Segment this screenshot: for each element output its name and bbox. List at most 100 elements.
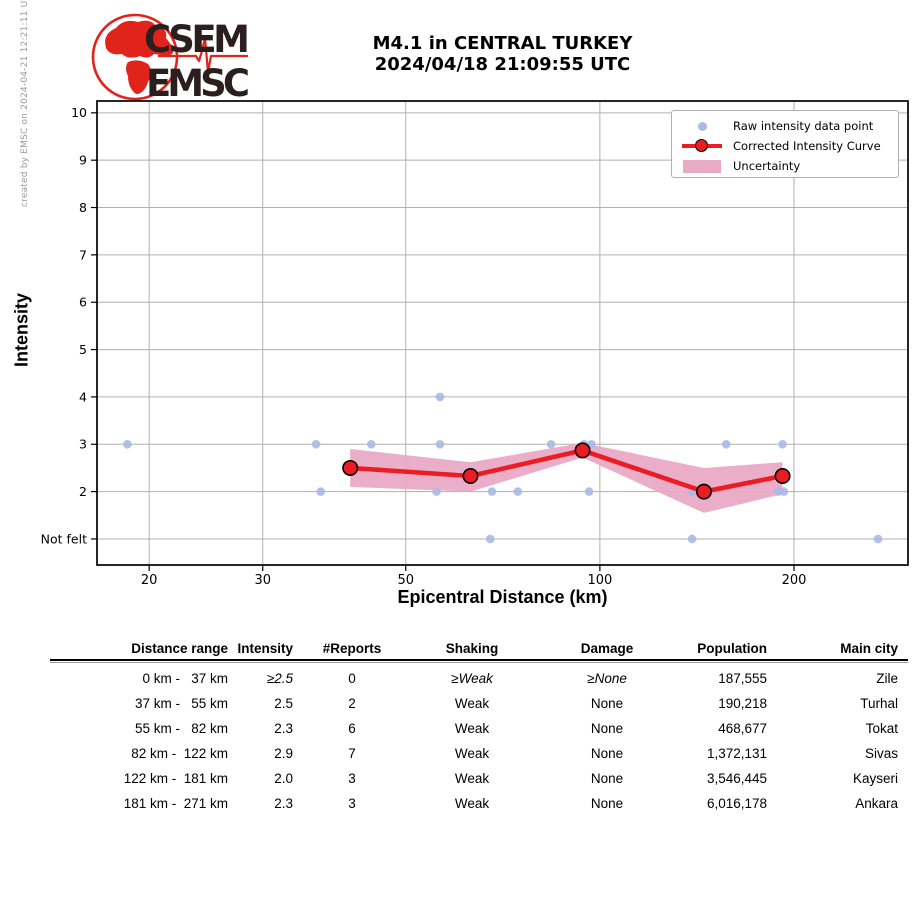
raw-data-point xyxy=(687,534,697,544)
table-cell: Weak xyxy=(454,771,490,786)
y-tick-label: Not felt xyxy=(41,531,87,546)
logo-continent-eurasia-icon xyxy=(105,20,174,58)
table-cell: 55 km - 82 km xyxy=(134,721,228,736)
x-tick-label: 200 xyxy=(782,573,807,588)
raw-data-point xyxy=(311,439,321,449)
raw-data-point xyxy=(513,487,523,496)
raw-data-point xyxy=(316,487,325,496)
table-cell: 2.5 xyxy=(274,696,293,711)
table-cell: 187,555 xyxy=(718,671,767,686)
table-cell: Turhal xyxy=(860,696,898,711)
table-cell: 190,218 xyxy=(718,696,767,711)
table-cell: 2 xyxy=(348,696,356,711)
table-cell: 6,016,178 xyxy=(706,796,767,811)
table-cell: 2.9 xyxy=(274,746,293,761)
x-tick-label: 50 xyxy=(398,573,415,588)
table-cell: None xyxy=(590,696,624,711)
legend-label-raw: Raw intensity data point xyxy=(733,119,874,133)
page-title: M4.1 in CENTRAL TURKEY 2024/04/18 21:09:… xyxy=(97,33,908,75)
title-event: M4.1 in CENTRAL TURKEY xyxy=(372,33,633,54)
column-header: Shaking xyxy=(445,641,499,656)
raw-data-point xyxy=(584,487,594,496)
raw-data-point xyxy=(873,534,883,544)
table-row: 181 km - 271 km 2.3 3 Weak None 6,016,178 Anka… xyxy=(50,791,908,816)
table-cell: 37 km - 55 km xyxy=(134,696,228,711)
raw-data-point xyxy=(123,439,132,449)
column-header: Population xyxy=(697,641,767,656)
table-cell: Weak xyxy=(454,746,490,761)
logo-csem-text: CSEM xyxy=(144,18,250,61)
column-header: Distance range xyxy=(131,641,228,656)
table-row: 122 km - 181 km 2.0 3 Weak None 3,546,445 Kays… xyxy=(50,766,908,791)
plot-border xyxy=(96,100,909,566)
table-cell: Ankara xyxy=(855,796,898,811)
legend-row-curve: Corrected Intensity Curve xyxy=(679,136,898,156)
table-row: 82 km - 122 km 2.9 7 Weak None 1,372,131 Sivas xyxy=(50,741,908,766)
raw-data-point xyxy=(721,439,731,449)
table-cell: None xyxy=(590,796,624,811)
raw-data-point xyxy=(435,392,445,402)
table-cell: None xyxy=(590,746,624,761)
table-cell: Weak xyxy=(454,696,490,711)
x-tick-label: 30 xyxy=(254,573,271,588)
table-cell: Weak xyxy=(454,721,490,736)
y-tick-label: 8 xyxy=(79,200,87,215)
table-cell: Zile xyxy=(876,671,898,686)
table-cell: 82 km - 122 km xyxy=(131,746,228,761)
y-tick-label: 10 xyxy=(71,105,87,120)
y-tick-label: 5 xyxy=(79,342,87,357)
intensity-summary-table: Distance range Intensity #Reports Shaking Da… xyxy=(50,638,908,816)
table-cell: 0 xyxy=(348,671,356,686)
table-row: 55 km - 82 km 2.3 6 Weak None 468,677 Tokat xyxy=(50,716,908,741)
logo-seismogram-trace-icon xyxy=(158,36,248,74)
table-cell: Sivas xyxy=(864,746,898,761)
raw-data-point xyxy=(779,487,789,496)
table-header-rule-thin xyxy=(50,662,908,663)
raw-data-point xyxy=(366,439,376,449)
raw-data-point xyxy=(432,487,441,496)
table-cell: 7 xyxy=(348,746,356,761)
title-datetime: 2024/04/18 21:09:55 UTC xyxy=(374,54,631,75)
y-tick-label: 3 xyxy=(79,437,87,452)
table-cell: 122 km - 181 km xyxy=(123,771,228,786)
table-body: 0 km - 37 km ≥2.5 0 ≥Weak ≥None 187,555 Zile 37… xyxy=(50,666,908,816)
raw-data-point xyxy=(485,534,495,544)
column-header: Intensity xyxy=(237,641,293,656)
table-cell: 468,677 xyxy=(718,721,767,736)
raw-point-swatch-icon xyxy=(679,121,725,131)
uncertainty-band xyxy=(350,442,783,513)
table-cell: Weak xyxy=(454,796,490,811)
table-cell: 2.3 xyxy=(274,796,293,811)
table-cell: 6 xyxy=(348,721,356,736)
curve-point-marker xyxy=(774,467,791,484)
curve-point-marker xyxy=(462,467,479,484)
table-row: 37 km - 55 km 2.5 2 Weak None 190,218 Turhal xyxy=(50,691,908,716)
table-cell: 3 xyxy=(348,796,356,811)
curve-point-marker xyxy=(695,483,712,500)
column-header: #Reports xyxy=(322,641,382,656)
table-cell: 3,546,445 xyxy=(706,771,767,786)
legend-row-raw: Raw intensity data point xyxy=(679,116,898,136)
raw-data-point xyxy=(546,439,556,449)
table-cell: 2.3 xyxy=(274,721,293,736)
y-tick-label: 7 xyxy=(79,247,87,262)
intensity-distance-plot: Not felt 2 3 4 5 6 7 8 9 10 20 30 50 100 200 xyxy=(41,100,909,588)
chart-legend: Raw intensity data point Corrected Inten… xyxy=(671,110,899,178)
curve-swatch-icon xyxy=(679,139,725,153)
curve-point-marker xyxy=(574,442,591,459)
raw-data-point xyxy=(435,439,445,449)
logo-emsc-text: EMSC xyxy=(146,62,250,102)
table-cell: ≥None xyxy=(587,671,627,686)
emsc-logo: CSEM EMSC xyxy=(91,13,250,102)
y-tick-label: 6 xyxy=(79,295,87,310)
column-header: Main city xyxy=(840,641,898,656)
table-cell: 1,372,131 xyxy=(706,746,767,761)
uncertainty-swatch-icon xyxy=(679,159,725,173)
table-cell: 181 km - 271 km xyxy=(123,796,228,811)
column-header: Damage xyxy=(580,641,634,656)
curve-point-marker xyxy=(342,459,359,476)
legend-row-uncertainty: Uncertainty xyxy=(679,156,898,176)
raw-data-point xyxy=(487,487,497,496)
table-row: 0 km - 37 km ≥2.5 0 ≥Weak ≥None 187,555 Zile xyxy=(50,666,908,691)
y-tick-label: 9 xyxy=(79,153,87,168)
